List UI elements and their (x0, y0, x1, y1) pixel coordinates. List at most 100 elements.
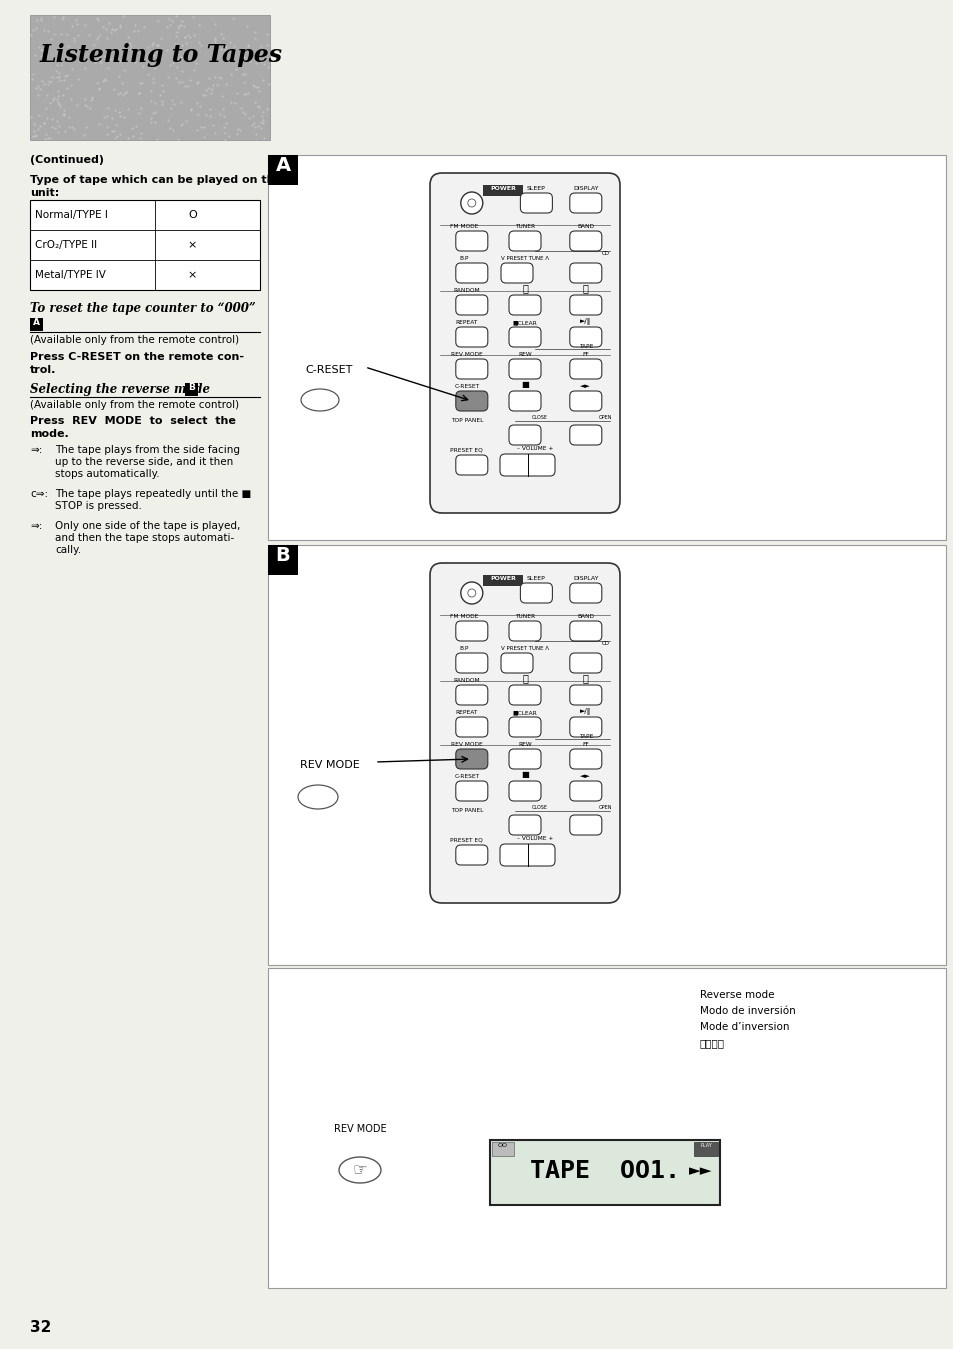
FancyBboxPatch shape (456, 231, 487, 251)
Text: B.P: B.P (458, 256, 468, 260)
Text: CLOSE: CLOSE (532, 415, 547, 420)
Bar (490, 1140, 720, 1205)
Ellipse shape (338, 1157, 380, 1183)
Text: V PRESET TUNE Λ: V PRESET TUNE Λ (500, 256, 548, 260)
Bar (268, 969, 945, 1288)
Text: Only one side of the tape is played,: Only one side of the tape is played, (55, 521, 240, 532)
Text: REW: REW (517, 352, 531, 357)
Bar (30, 15, 270, 140)
Text: REV MODE: REV MODE (451, 352, 482, 357)
FancyBboxPatch shape (430, 563, 619, 902)
Bar (268, 545, 945, 965)
Text: ⇒:: ⇒: (30, 445, 42, 455)
FancyBboxPatch shape (569, 231, 601, 251)
Text: OPEN: OPEN (598, 415, 612, 420)
Text: REV MODE: REV MODE (334, 1124, 386, 1135)
FancyBboxPatch shape (569, 193, 601, 213)
FancyBboxPatch shape (569, 391, 601, 411)
Text: C-RESET: C-RESET (454, 774, 478, 778)
Text: CLOSE: CLOSE (532, 805, 547, 809)
Text: POWER: POWER (490, 186, 516, 192)
FancyBboxPatch shape (509, 749, 540, 769)
Text: TUNER: TUNER (515, 614, 535, 619)
Text: V PRESET TUNE Λ: V PRESET TUNE Λ (500, 646, 548, 652)
Bar (482, 575, 522, 585)
Bar (30, 318, 43, 331)
FancyBboxPatch shape (509, 685, 540, 706)
Text: C-RESET: C-RESET (454, 384, 478, 389)
Text: cally.: cally. (55, 545, 81, 554)
FancyBboxPatch shape (456, 263, 487, 283)
Text: 32: 32 (30, 1321, 51, 1336)
Text: C-RESET: C-RESET (305, 366, 352, 375)
Text: To reset the tape counter to “000”: To reset the tape counter to “000” (30, 302, 255, 316)
Text: ⏭: ⏭ (582, 283, 588, 293)
Bar (268, 155, 945, 540)
Text: PRESET EQ: PRESET EQ (450, 838, 482, 843)
Text: B: B (275, 546, 290, 565)
Text: CD: CD (601, 251, 609, 256)
Text: PRESET EQ: PRESET EQ (450, 448, 482, 453)
Text: OO: OO (497, 1143, 507, 1148)
Text: REW: REW (517, 742, 531, 747)
Text: ►/‖: ►/‖ (579, 318, 591, 325)
Bar (492, 1143, 514, 1156)
Text: RANDOM: RANDOM (453, 287, 479, 293)
Text: ⇒:: ⇒: (30, 521, 42, 532)
FancyBboxPatch shape (509, 781, 540, 801)
Text: Reverse mode: Reverse mode (700, 990, 774, 1000)
Text: ■: ■ (520, 380, 528, 389)
Text: FM MODE: FM MODE (449, 614, 477, 619)
Text: FM MODE: FM MODE (449, 224, 477, 229)
Text: REV MODE: REV MODE (451, 742, 482, 747)
Text: mode.: mode. (30, 429, 69, 438)
Text: ⏭: ⏭ (582, 673, 588, 683)
Text: CrO₂/TYPE II: CrO₂/TYPE II (35, 240, 97, 250)
Text: REV MODE: REV MODE (299, 759, 359, 770)
Text: unit:: unit: (30, 188, 59, 198)
Text: CD: CD (601, 641, 609, 646)
FancyBboxPatch shape (569, 425, 601, 445)
Text: FF: FF (582, 352, 589, 357)
Text: B.P: B.P (458, 646, 468, 652)
FancyBboxPatch shape (509, 295, 540, 316)
Text: REPEAT: REPEAT (456, 320, 477, 325)
FancyBboxPatch shape (456, 781, 487, 801)
FancyBboxPatch shape (569, 295, 601, 316)
Text: (Available only from the remote control): (Available only from the remote control) (30, 335, 239, 345)
FancyBboxPatch shape (569, 263, 601, 283)
FancyBboxPatch shape (509, 815, 540, 835)
Text: – VOLUME +: – VOLUME + (517, 447, 553, 451)
Text: ■CLEAR: ■CLEAR (512, 320, 537, 325)
Text: O: O (188, 210, 196, 220)
Text: 反向方式: 反向方式 (700, 1037, 724, 1048)
Text: RANDOM: RANDOM (453, 679, 479, 683)
Text: ⏮: ⏮ (521, 673, 527, 683)
Bar (268, 545, 297, 575)
Text: Type of tape which can be played on this: Type of tape which can be played on this (30, 175, 285, 185)
FancyBboxPatch shape (569, 621, 601, 641)
Text: DISPLAY: DISPLAY (573, 576, 598, 581)
Text: OPEN: OPEN (598, 805, 612, 809)
Text: ■CLEAR: ■CLEAR (512, 710, 537, 715)
Text: stops automatically.: stops automatically. (55, 469, 159, 479)
FancyBboxPatch shape (509, 231, 540, 251)
FancyBboxPatch shape (519, 193, 552, 213)
Circle shape (467, 200, 476, 206)
Text: ►/‖: ►/‖ (579, 708, 591, 715)
FancyBboxPatch shape (569, 815, 601, 835)
Text: Press C-RESET on the remote con-: Press C-RESET on the remote con- (30, 352, 244, 362)
FancyBboxPatch shape (509, 391, 540, 411)
Text: ×: × (188, 270, 197, 281)
Text: SLEEP: SLEEP (526, 186, 545, 192)
Text: A: A (275, 156, 291, 175)
Text: Selecting the reverse mode: Selecting the reverse mode (30, 383, 210, 397)
FancyBboxPatch shape (456, 653, 487, 673)
FancyBboxPatch shape (509, 718, 540, 737)
Text: ◄►: ◄► (579, 383, 591, 389)
Text: REPEAT: REPEAT (456, 710, 477, 715)
Bar (185, 383, 198, 397)
Text: PLAY: PLAY (700, 1143, 711, 1148)
Circle shape (467, 590, 476, 598)
Ellipse shape (301, 389, 338, 411)
